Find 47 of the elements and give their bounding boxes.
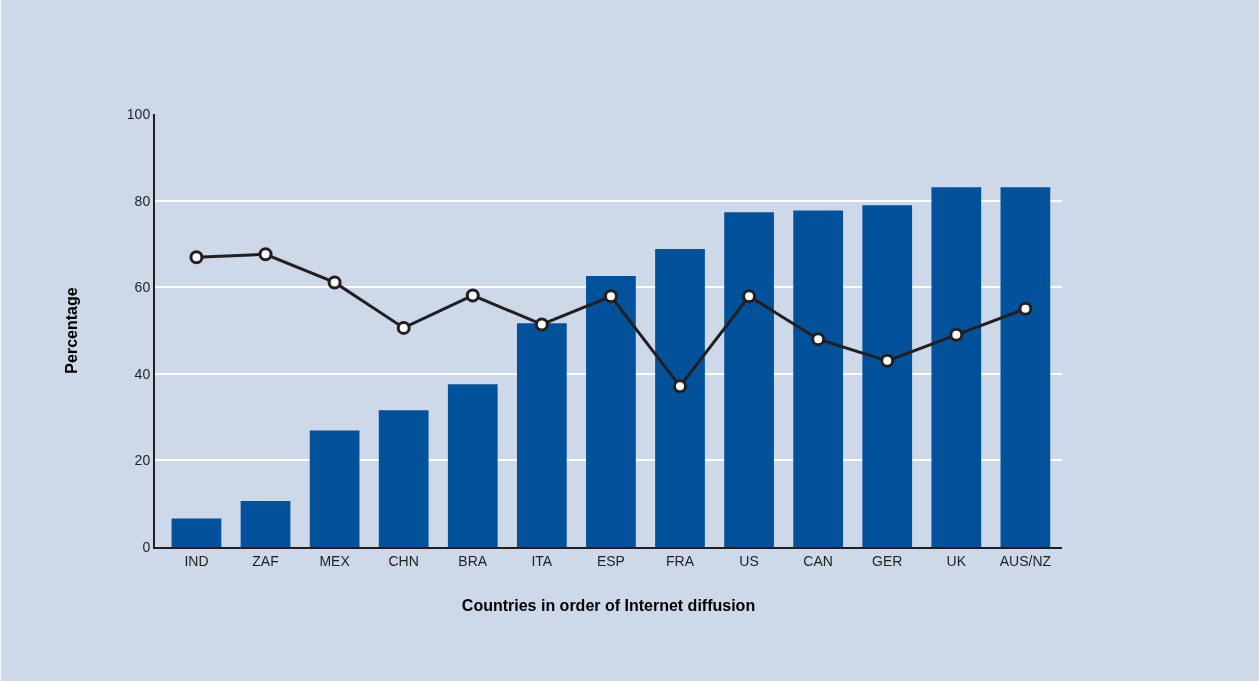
- point: [1018, 301, 1033, 316]
- y-tick-label: 60: [134, 279, 151, 296]
- bar: [447, 384, 498, 547]
- x-tick-label: US: [739, 552, 759, 569]
- y-axis-title: Percentage: [63, 287, 81, 374]
- y-tick-label: 100: [126, 105, 151, 122]
- x-tick-label: ZAF: [252, 552, 279, 569]
- x-tick-label: GER: [872, 552, 903, 569]
- point: [742, 289, 757, 304]
- point: [811, 332, 826, 347]
- bar: [862, 205, 913, 547]
- x-tick-label: UK: [946, 552, 967, 569]
- y-tick-label: 0: [142, 538, 151, 555]
- bar: [655, 249, 705, 547]
- point: [880, 353, 895, 368]
- x-tick-label: ESP: [596, 552, 625, 569]
- bar: [240, 501, 291, 547]
- y-tick-label: 80: [134, 192, 151, 209]
- point: [673, 379, 687, 394]
- x-tick-label: CAN: [803, 552, 833, 569]
- x-tick-label: CHN: [388, 552, 419, 569]
- y-tick-label: 20: [134, 452, 151, 469]
- bar: [793, 210, 844, 547]
- x-axis-title: Countries in order of Internet diffusion: [461, 597, 756, 614]
- x-tick-label: ITA: [531, 552, 553, 569]
- point: [465, 288, 480, 303]
- point: [327, 275, 342, 290]
- bar: [309, 430, 360, 547]
- point: [258, 247, 273, 262]
- point: [603, 289, 618, 304]
- bar: [1000, 187, 1051, 547]
- y-tick-label: 40: [134, 365, 151, 382]
- x-tick-label: BRA: [458, 552, 488, 569]
- point: [396, 320, 411, 335]
- x-tick-label: FRA: [666, 552, 695, 569]
- bar: [378, 410, 429, 547]
- x-tick-label: AUS/NZ: [999, 552, 1052, 569]
- bar: [724, 212, 774, 547]
- bar: [931, 187, 982, 547]
- point: [534, 317, 549, 332]
- point: [189, 250, 204, 265]
- x-tick-label: MEX: [319, 552, 351, 569]
- bar: [516, 323, 567, 547]
- x-tick-label: IND: [184, 552, 209, 569]
- bar: [586, 275, 636, 547]
- bar: [171, 518, 222, 547]
- point: [949, 327, 964, 342]
